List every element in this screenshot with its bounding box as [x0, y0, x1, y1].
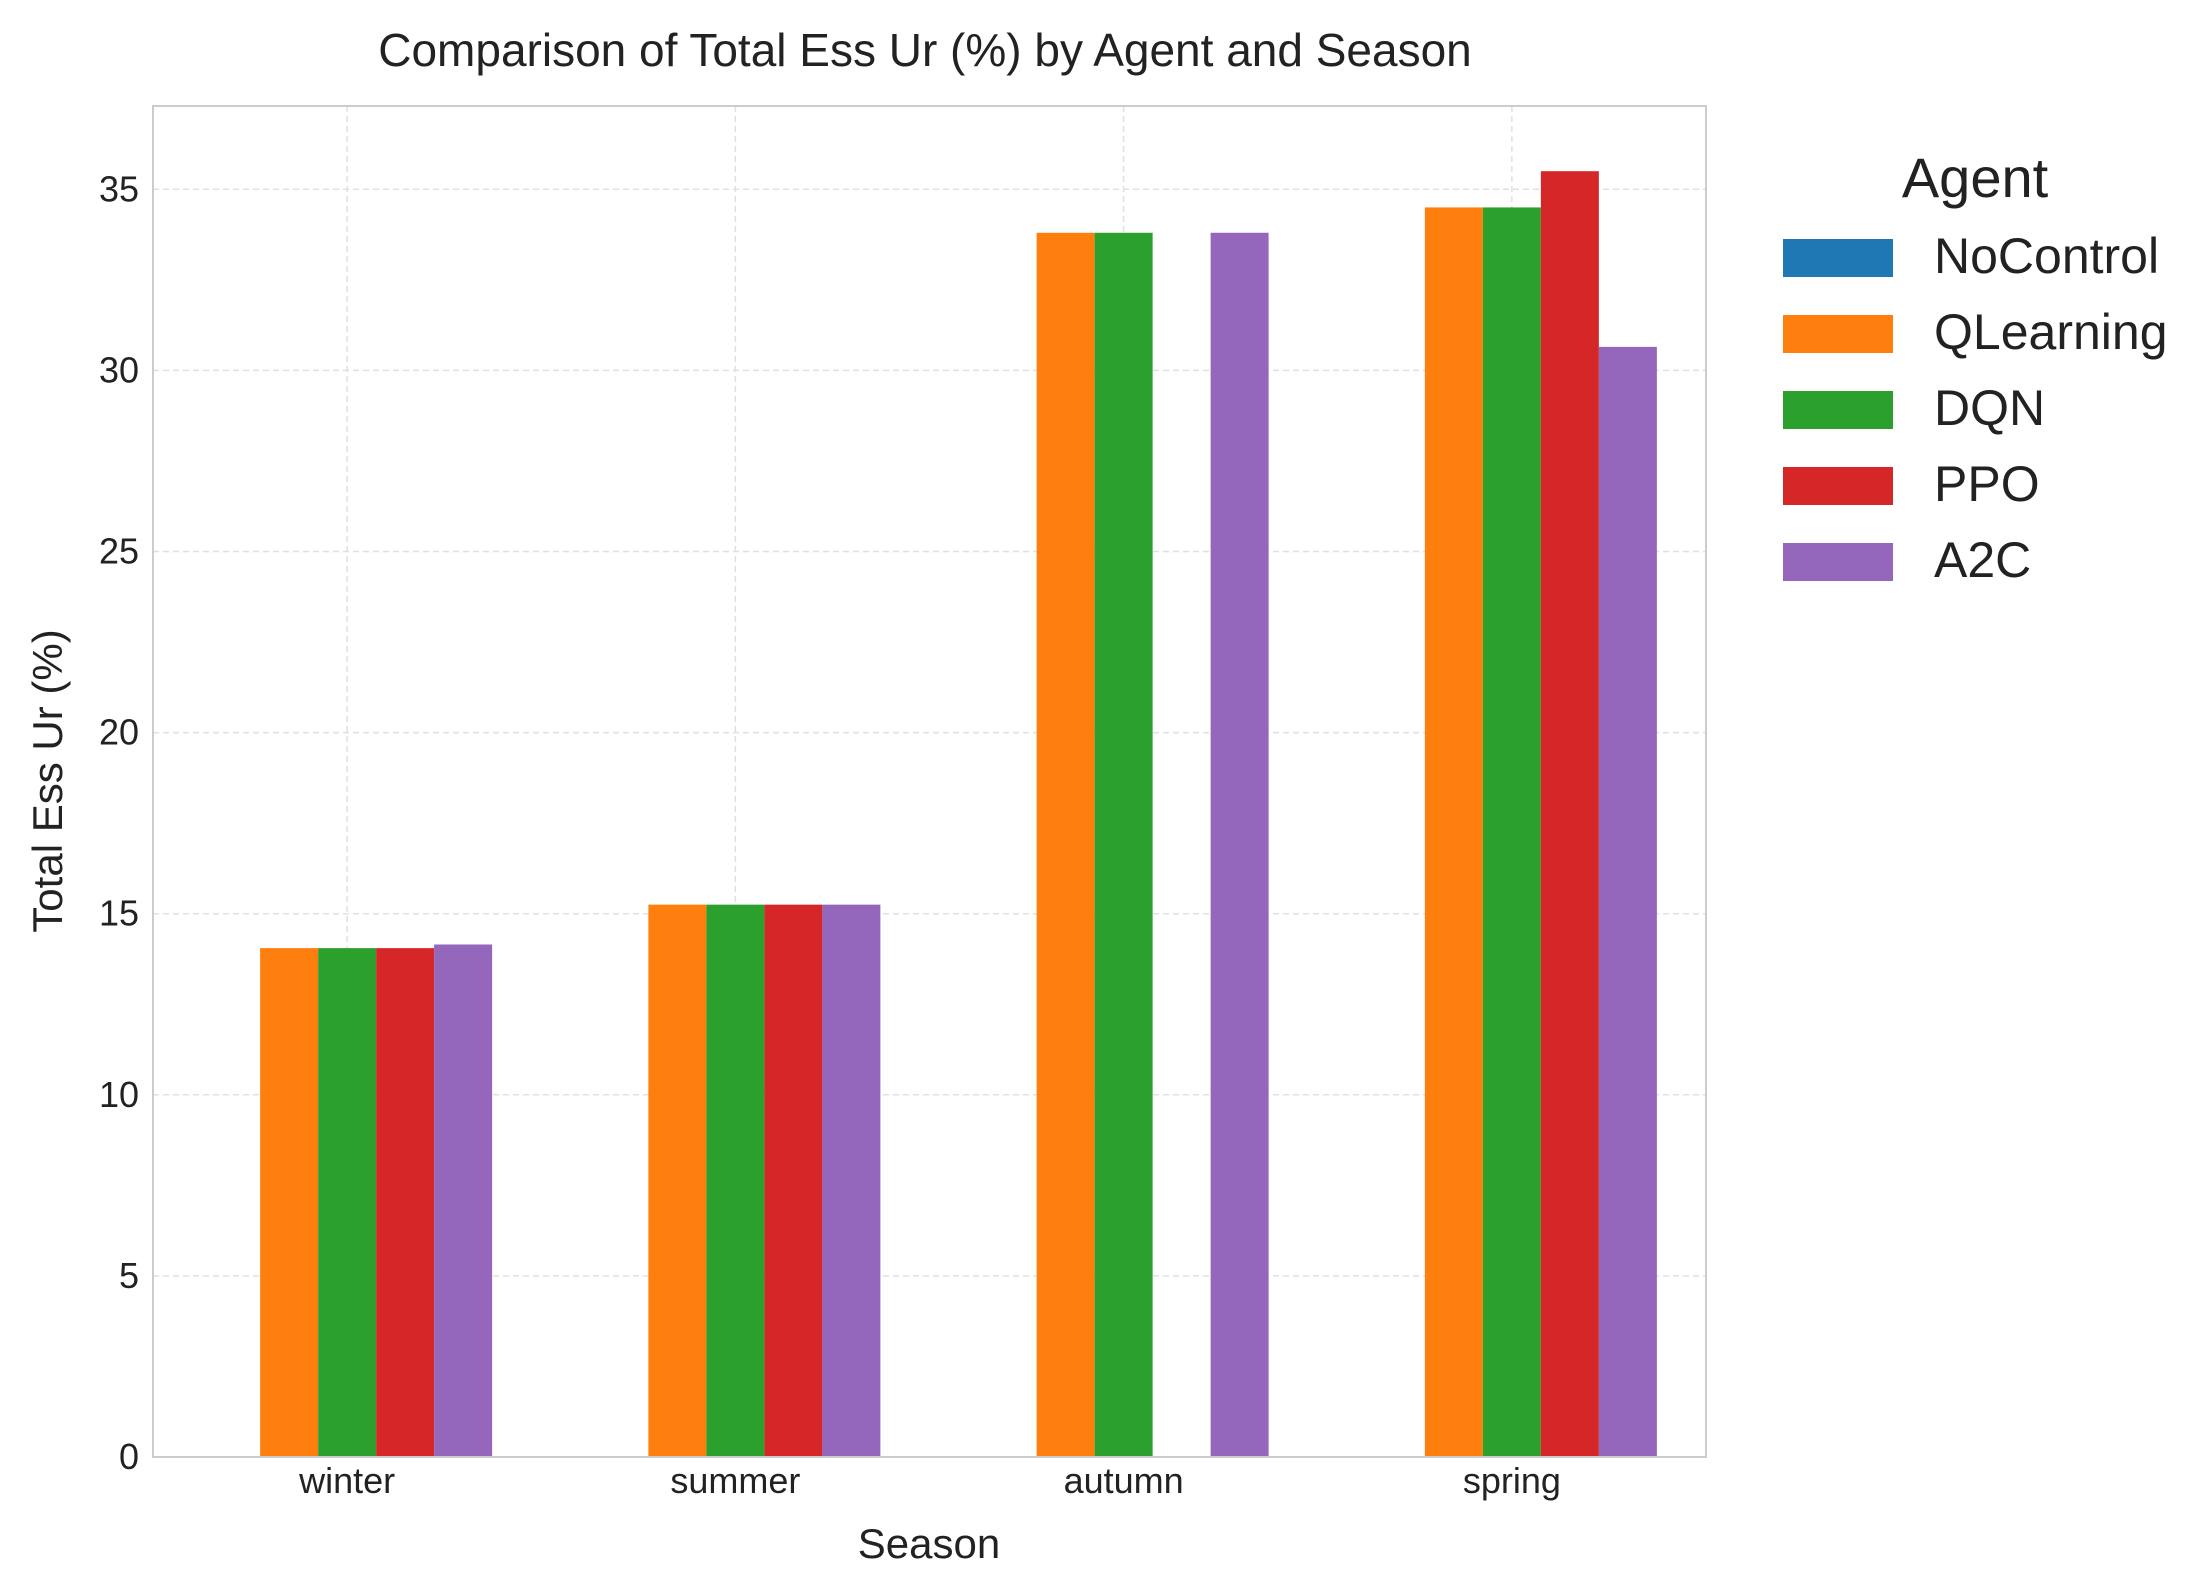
legend-label-ppo: PPO: [1934, 456, 2040, 512]
bar-ppo-winter: [376, 948, 435, 1457]
bar-qlearning-summer: [648, 904, 707, 1457]
plot-frame: [152, 105, 1707, 1458]
x-tick-label-summer: summer: [670, 1460, 800, 1501]
x-tick-label-spring: spring: [1463, 1460, 1561, 1501]
bar-dqn-winter: [318, 948, 377, 1457]
y-tick-label: 10: [99, 1074, 139, 1115]
y-tick-label: 25: [99, 531, 139, 572]
legend-title: Agent: [1902, 146, 2049, 209]
x-axis-label: Season: [858, 1520, 1000, 1567]
bar-a2c-autumn: [1210, 232, 1269, 1458]
bar-ppo-summer: [764, 904, 823, 1457]
bar-qlearning-winter: [260, 948, 319, 1457]
bar-a2c-spring: [1598, 346, 1657, 1457]
bars: [260, 171, 1657, 1458]
chart-title: Comparison of Total Ess Ur (%) by Agent …: [378, 24, 1472, 76]
x-tick-label-autumn: autumn: [1064, 1460, 1184, 1501]
legend: Agent NoControl QLearning DQN PPO A2C: [1783, 146, 2168, 588]
bar-dqn-spring: [1482, 207, 1541, 1458]
legend-swatch-qlearning: [1783, 315, 1893, 353]
y-tick-label: 35: [99, 168, 139, 209]
legend-label-a2c: A2C: [1934, 532, 2031, 588]
bar-a2c-winter: [434, 944, 493, 1457]
y-tick-label: 30: [99, 349, 139, 390]
bar-dqn-autumn: [1094, 232, 1153, 1458]
legend-swatch-nocontrol: [1783, 239, 1893, 277]
y-tick-labels: 0 5 10 15 20 25 30 35: [99, 168, 139, 1477]
bar-a2c-summer: [822, 904, 881, 1457]
legend-swatch-ppo: [1783, 467, 1893, 505]
y-tick-label: 15: [99, 893, 139, 934]
bar-qlearning-spring: [1424, 207, 1483, 1458]
bar-dqn-summer: [706, 904, 765, 1457]
legend-label-qlearning: QLearning: [1934, 304, 2168, 360]
bar-qlearning-autumn: [1036, 232, 1095, 1458]
y-tick-label: 20: [99, 712, 139, 753]
legend-swatch-a2c: [1783, 543, 1893, 581]
y-tick-label: 0: [119, 1436, 139, 1477]
legend-label-dqn: DQN: [1934, 380, 2045, 436]
y-tick-label: 5: [119, 1255, 139, 1296]
bar-ppo-spring: [1540, 171, 1599, 1458]
x-tick-label-winter: winter: [298, 1460, 395, 1501]
legend-swatch-dqn: [1783, 391, 1893, 429]
x-tick-labels: winter summer autumn spring: [298, 1460, 1561, 1501]
y-axis-label: Total Ess Ur (%): [24, 629, 71, 932]
legend-label-nocontrol: NoControl: [1934, 228, 2159, 284]
